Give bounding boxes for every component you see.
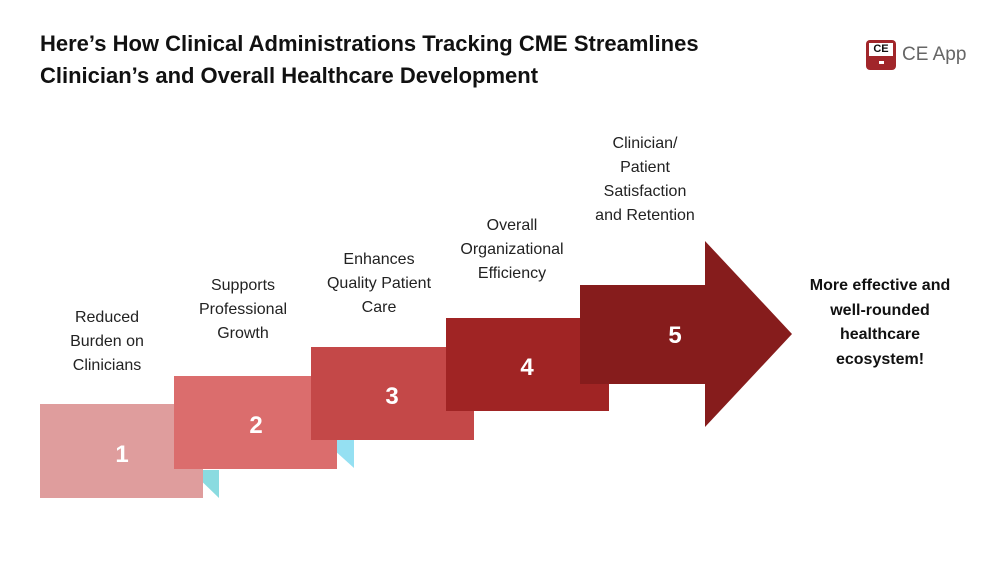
step-3-number: 3	[385, 383, 398, 410]
step-2-number: 2	[249, 412, 262, 439]
step-1-label: Reduced Burden on Clinicians	[70, 309, 144, 374]
step-3-label: Enhances Quality Patient Care	[326, 251, 432, 316]
step-4-label: Overall Organizational Efficiency	[460, 217, 564, 282]
ce-logo-icon: CE	[866, 40, 896, 70]
step-2-box	[174, 376, 337, 469]
step-5-number: 5	[668, 322, 681, 349]
page-title: Here’s How Clinical Administrations Trac…	[40, 31, 699, 88]
step-4-number: 4	[520, 354, 534, 381]
step-2-label: Supports Professional Growth	[198, 277, 288, 342]
logo-name: CE App	[902, 44, 967, 65]
step-5-label: Clinician/ Patient Satisfaction and Rete…	[595, 135, 695, 224]
ce-app-logo: CE CE App	[866, 40, 966, 70]
outcome-text: More effective and well-rounded healthca…	[809, 277, 951, 368]
logo-badge-text: CE	[869, 43, 893, 56]
step-1-number: 1	[115, 441, 128, 468]
step-5-arrow	[580, 241, 792, 427]
